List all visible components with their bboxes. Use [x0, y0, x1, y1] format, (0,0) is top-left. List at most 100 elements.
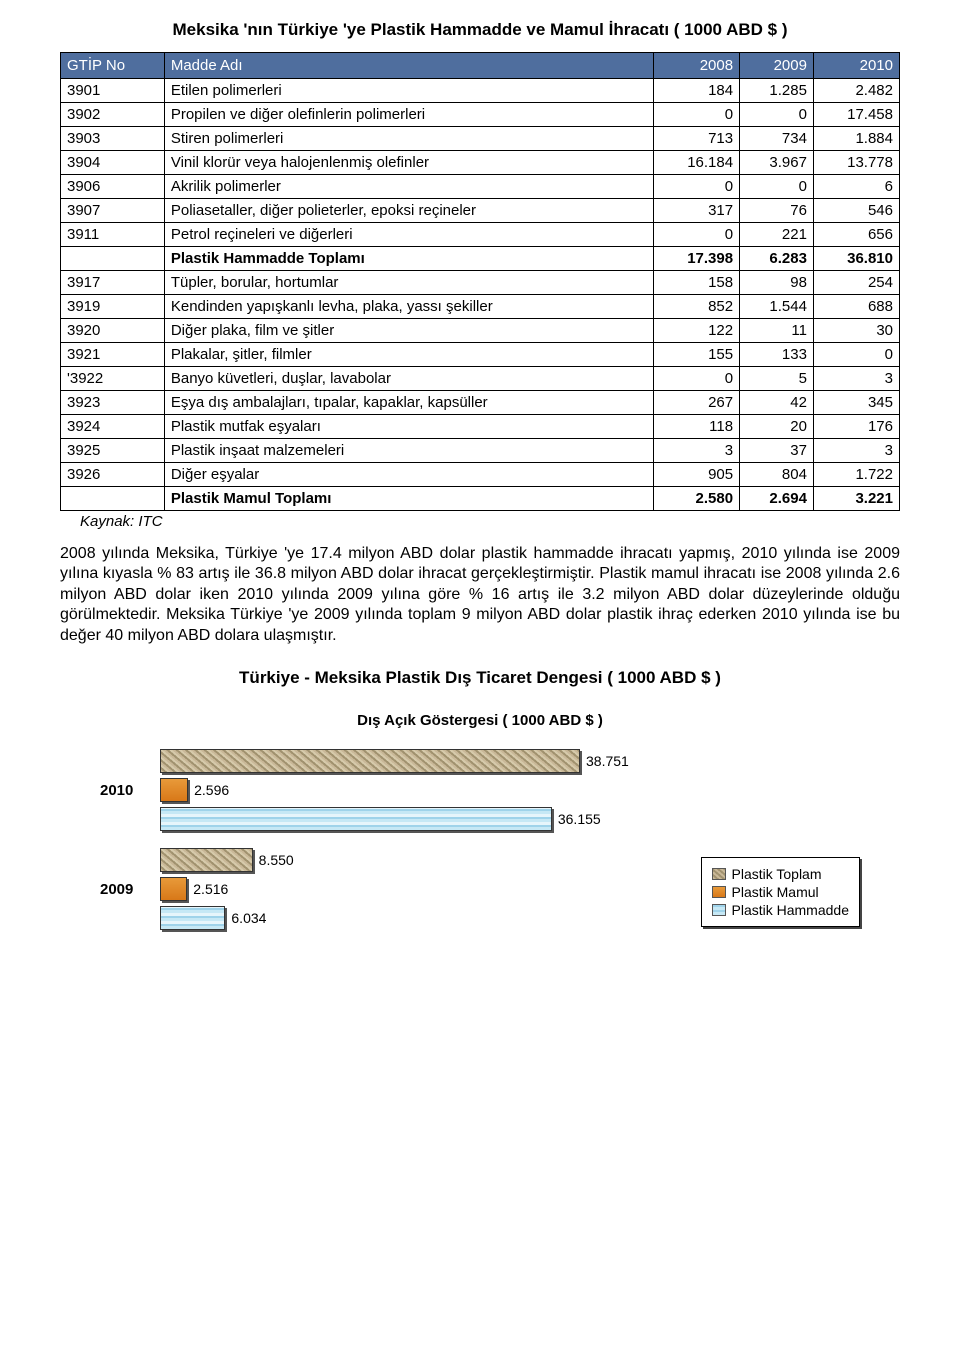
table-cell: 2.580 [654, 487, 740, 511]
table-cell: 3 [813, 439, 899, 463]
table-cell: Plastik inşaat malzemeleri [164, 439, 653, 463]
chart-bar-label: 2.516 [193, 881, 228, 897]
table-row: 3904Vinil klorür veya halojenlenmiş olef… [61, 151, 900, 175]
table-source: Kaynak: ITC [80, 513, 900, 530]
table-cell [61, 487, 165, 511]
table-cell: 317 [654, 199, 740, 223]
table-cell: Tüpler, borular, hortumlar [164, 271, 653, 295]
table-cell: 3919 [61, 295, 165, 319]
table-cell: Diğer plaka, film ve şitler [164, 319, 653, 343]
table-cell: 1.285 [740, 79, 814, 103]
table-cell: 3901 [61, 79, 165, 103]
chart-year-group: 2010 38.751 2.596 36.155 [100, 747, 860, 834]
legend-item: Plastik Toplam [712, 866, 850, 882]
table-row: 3925Plastik inşaat malzemeleri3373 [61, 439, 900, 463]
table-row: 3926Diğer eşyalar9058041.722 [61, 463, 900, 487]
table-cell: 0 [740, 103, 814, 127]
table-cell: Petrol reçineleri ve diğerleri [164, 223, 653, 247]
legend-item: Plastik Mamul [712, 884, 850, 900]
chart-legend: Plastik Toplam Plastik Mamul Plastik Hamma… [701, 857, 861, 927]
table-row: 3911Petrol reçineleri ve diğerleri022165… [61, 223, 900, 247]
legend-label: Plastik Toplam [732, 866, 822, 882]
table-cell: 0 [654, 103, 740, 127]
table-cell: 17.458 [813, 103, 899, 127]
table-cell: Banyo küvetleri, duşlar, lavabolar [164, 367, 653, 391]
table-cell: 184 [654, 79, 740, 103]
table-cell: 804 [740, 463, 814, 487]
chart-bar [160, 848, 253, 872]
table-cell: 2.482 [813, 79, 899, 103]
table-cell: Vinil klorür veya halojenlenmiş olefinle… [164, 151, 653, 175]
chart-year-label: 2010 [100, 782, 160, 799]
table-cell: 122 [654, 319, 740, 343]
legend-swatch [712, 904, 726, 916]
table-cell: 2.694 [740, 487, 814, 511]
chart-title: Türkiye - Meksika Plastik Dış Ticaret De… [60, 668, 900, 688]
table-cell: 345 [813, 391, 899, 415]
table-cell: 0 [813, 343, 899, 367]
table-cell: 6 [813, 175, 899, 199]
table-cell: Poliasetaller, diğer polieterler, epoksi… [164, 199, 653, 223]
table-cell: 158 [654, 271, 740, 295]
table-header: 2009 [740, 53, 814, 79]
legend-swatch [712, 886, 726, 898]
table-cell: 734 [740, 127, 814, 151]
table-cell: 656 [813, 223, 899, 247]
table-cell: 155 [654, 343, 740, 367]
table-row: 3921Plakalar, şitler, filmler1551330 [61, 343, 900, 367]
table-cell: Plastik Hammadde Toplamı [164, 247, 653, 271]
table-header: 2010 [813, 53, 899, 79]
page-title: Meksika 'nın Türkiye 'ye Plastik Hammadd… [60, 20, 900, 40]
chart-bar [160, 877, 187, 901]
table-cell: 98 [740, 271, 814, 295]
chart-bar [160, 749, 580, 773]
table-cell: 176 [813, 415, 899, 439]
chart-bar-label: 36.155 [558, 811, 601, 827]
table-cell: Stiren polimerleri [164, 127, 653, 151]
table-cell: 5 [740, 367, 814, 391]
table-cell: 1.544 [740, 295, 814, 319]
table-cell: 3926 [61, 463, 165, 487]
table-cell: 0 [740, 175, 814, 199]
chart-bar-label: 38.751 [586, 753, 629, 769]
table-header: Madde Adı [164, 53, 653, 79]
table-cell: 6.283 [740, 247, 814, 271]
table-cell: 3924 [61, 415, 165, 439]
table-cell: 11 [740, 319, 814, 343]
table-cell: 133 [740, 343, 814, 367]
chart-year-label: 2009 [100, 881, 160, 898]
legend-swatch [712, 868, 726, 880]
table-row: 3902Propilen ve diğer olefinlerin polime… [61, 103, 900, 127]
table-cell: 118 [654, 415, 740, 439]
table-cell: 713 [654, 127, 740, 151]
chart-bar [160, 906, 225, 930]
export-table: GTİP NoMadde Adı200820092010 3901Etilen … [60, 52, 900, 511]
table-row: '3922Banyo küvetleri, duşlar, lavabolar0… [61, 367, 900, 391]
body-paragraph: 2008 yılında Meksika, Türkiye 'ye 17.4 m… [60, 544, 900, 646]
chart-bar-label: 8.550 [259, 852, 294, 868]
legend-label: Plastik Hammadde [732, 902, 850, 918]
table-cell: 3920 [61, 319, 165, 343]
bar-chart: 2010 38.751 2.596 36.155 2009 8.550 2.5166.034… [100, 747, 860, 933]
table-cell: 254 [813, 271, 899, 295]
table-cell: 0 [654, 175, 740, 199]
table-cell: 221 [740, 223, 814, 247]
table-cell: Akrilik polimerler [164, 175, 653, 199]
table-cell: 3.967 [740, 151, 814, 175]
table-cell: 3904 [61, 151, 165, 175]
table-cell: 17.398 [654, 247, 740, 271]
table-row: 3906Akrilik polimerler006 [61, 175, 900, 199]
table-cell: 3923 [61, 391, 165, 415]
table-cell: '3922 [61, 367, 165, 391]
chart-bar-label: 2.596 [194, 782, 229, 798]
chart-bar [160, 807, 552, 831]
table-cell: 267 [654, 391, 740, 415]
table-cell: Plastik Mamul Toplamı [164, 487, 653, 511]
table-cell: 13.778 [813, 151, 899, 175]
chart-bar-label: 6.034 [231, 910, 266, 926]
table-cell: 36.810 [813, 247, 899, 271]
table-row: 3907Poliasetaller, diğer polieterler, ep… [61, 199, 900, 223]
table-cell: 3 [813, 367, 899, 391]
table-cell: 0 [654, 223, 740, 247]
chart-subtitle: Dış Açık Göstergesi ( 1000 ABD $ ) [60, 712, 900, 729]
